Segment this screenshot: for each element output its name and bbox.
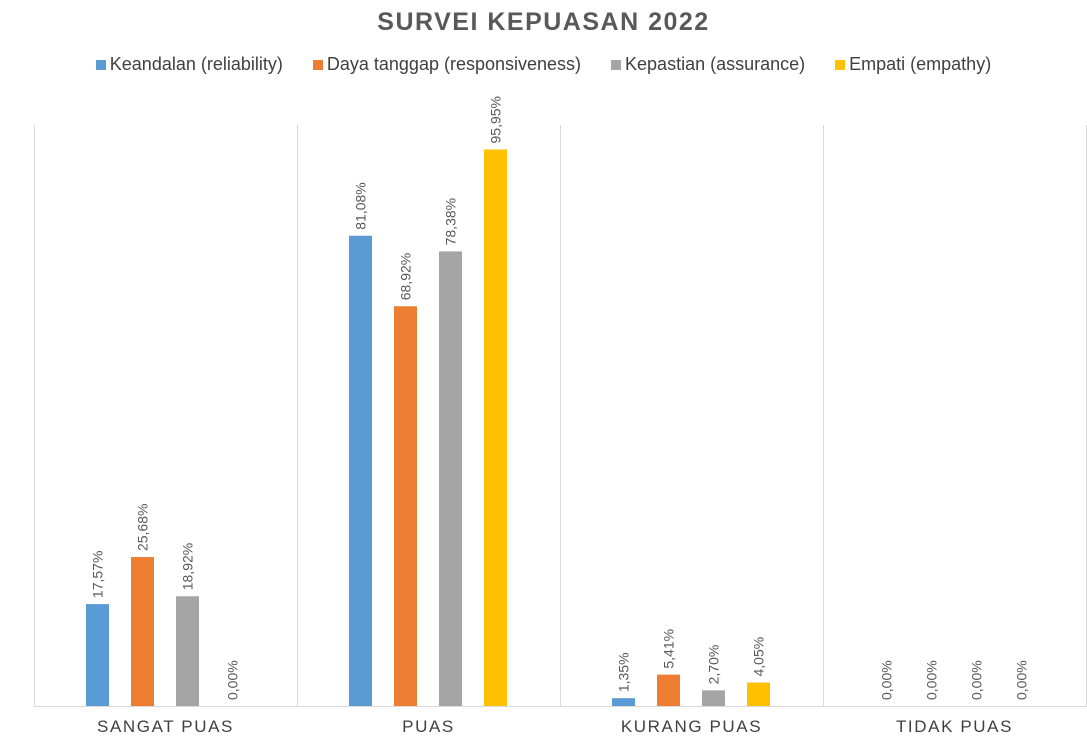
legend-swatch-assurance: [611, 59, 622, 70]
legend-label-assurance: Kepastian (assurance): [625, 54, 806, 74]
bar: [612, 698, 635, 706]
bar: [657, 674, 680, 706]
bar: [702, 690, 725, 706]
legend-item-responsiveness: Daya tanggap (responsiveness): [312, 54, 582, 75]
bar: [349, 235, 372, 706]
data-label: 0,00%: [225, 660, 241, 700]
data-label: 17,57%: [90, 551, 106, 598]
legend-item-assurance: Kepastian (assurance): [611, 54, 805, 75]
data-label: 78,38%: [443, 198, 459, 245]
legend-item-reliability: Keandalan (reliability): [95, 54, 283, 75]
category-label: TIDAK PUAS: [896, 717, 1013, 736]
data-label: 5,41%: [661, 629, 677, 669]
category-label: PUAS: [402, 717, 455, 736]
legend-label-responsiveness: Daya tanggap (responsiveness): [326, 54, 582, 74]
data-label: 1,35%: [616, 652, 632, 692]
legend-item-empathy: Empati (empathy): [835, 54, 991, 75]
chart-title: SURVEI KEPUASAN 2022: [377, 8, 710, 36]
bar: [131, 557, 154, 706]
data-label: 0,00%: [1014, 660, 1030, 700]
legend-label-empathy: Empati (empathy): [849, 54, 992, 74]
legend-swatch-responsiveness: [312, 59, 323, 70]
legend-swatch-reliability: [95, 59, 106, 70]
category-label: SANGAT PUAS: [97, 717, 234, 736]
bar: [394, 306, 417, 706]
data-label: 95,95%: [488, 96, 504, 143]
data-label: 0,00%: [924, 660, 940, 700]
data-label: 2,70%: [706, 645, 722, 685]
bar: [439, 251, 462, 706]
data-label: 81,08%: [353, 182, 369, 229]
data-label: 18,92%: [180, 543, 196, 590]
data-label: 0,00%: [879, 660, 895, 700]
data-label: 25,68%: [135, 504, 151, 551]
data-label: 68,92%: [398, 253, 414, 300]
bar: [484, 149, 507, 707]
category-label: KURANG PUAS: [621, 717, 762, 736]
data-label: 4,05%: [751, 637, 767, 677]
legend-label-reliability: Keandalan (reliability): [109, 54, 283, 74]
legend: Keandalan (reliability) Daya tanggap (re…: [0, 54, 1087, 75]
bar: [86, 604, 109, 706]
bar: [176, 596, 199, 706]
legend-swatch-empathy: [835, 59, 846, 70]
bar: [747, 682, 770, 706]
data-label: 0,00%: [969, 660, 985, 700]
